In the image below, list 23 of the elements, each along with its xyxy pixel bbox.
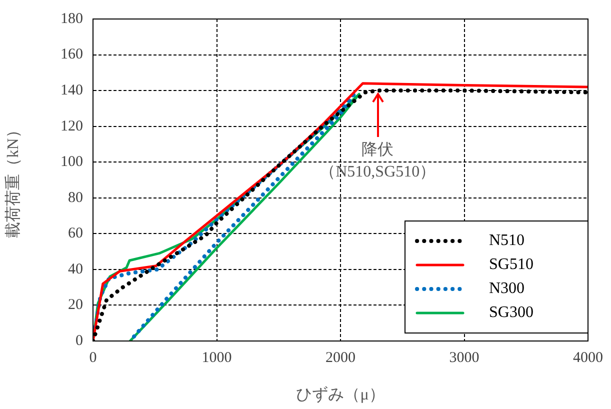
- legend-label: SG510: [489, 256, 534, 274]
- y-tick-label: 140: [60, 82, 83, 98]
- legend-label: N300: [489, 280, 525, 298]
- x-tick-label: 4000: [573, 350, 603, 366]
- x-tick-label: 3000: [449, 350, 480, 366]
- y-axis-title: 載荷荷重（kN）: [4, 122, 22, 238]
- y-tick-label: 60: [68, 226, 83, 242]
- x-axis-title: ひずみ（μ）: [296, 386, 385, 404]
- y-tick-label: 180: [60, 10, 83, 27]
- x-tick-label: 1000: [202, 350, 232, 366]
- x-tick-label: 2000: [326, 350, 356, 366]
- y-tick-label: 160: [60, 46, 83, 63]
- y-tick-label: 20: [68, 297, 83, 314]
- y-tick-label: 120: [60, 118, 83, 134]
- x-tick-label: 0: [89, 350, 97, 366]
- annotation: 降伏: [362, 142, 394, 159]
- legend-label: N510: [489, 232, 525, 250]
- y-tick-label: 0: [76, 332, 83, 349]
- y-tick-label: 40: [68, 261, 83, 278]
- annotation: （N510,SG510）: [320, 164, 436, 181]
- legend-label: SG300: [489, 304, 534, 322]
- y-tick-label: 80: [68, 190, 83, 206]
- y-tick-label: 100: [60, 154, 83, 170]
